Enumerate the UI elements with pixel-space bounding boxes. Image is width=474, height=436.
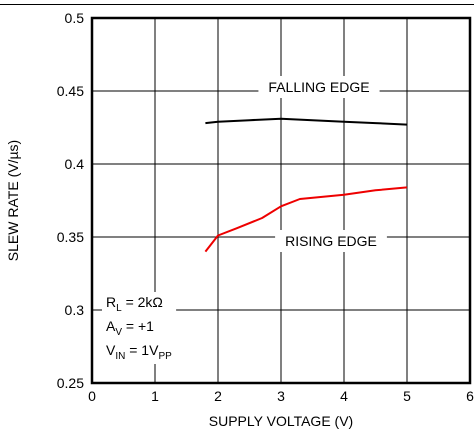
y-tick-label: 0.3 (65, 302, 85, 318)
falling-edge-label: FALLING EDGE (268, 79, 369, 95)
test-conditions: RL = 2kΩ AV = +1 VIN = 1VPP (106, 294, 172, 362)
condition-rl: RL = 2kΩ (106, 294, 163, 314)
series-lines (204, 117, 408, 253)
y-tick-label: 0.5 (65, 10, 85, 26)
y-tick-label: 0.35 (57, 229, 84, 245)
conditions-bg (102, 292, 177, 364)
falling-edge-label-bg (258, 76, 380, 98)
rising-edge-label-bg (275, 230, 387, 252)
y-tick-label: 0.25 (57, 375, 84, 391)
x-tick-label: 5 (403, 388, 411, 404)
x-tick-label: 2 (214, 388, 222, 404)
y-axis-title: SLEW RATE (V/µs) (5, 140, 21, 261)
x-tick-label: 6 (466, 388, 474, 404)
x-tick-label: 3 (277, 388, 285, 404)
x-tick-label: 4 (340, 388, 348, 404)
y-tick-label: 0.45 (57, 83, 84, 99)
x-axis-title: SUPPLY VOLTAGE (V) (209, 413, 353, 429)
tick-labels: 0 1 2 3 4 5 6 0.25 0.3 0.35 0.4 0.45 0.5 (57, 10, 474, 404)
condition-vin: VIN = 1VPP (106, 342, 172, 362)
rising-edge-label: RISING EDGE (285, 233, 377, 249)
series-line-rising-edge (204, 186, 408, 253)
plot-frame (90, 16, 472, 385)
y-tick-label: 0.4 (65, 156, 85, 172)
x-tick-label: 1 (151, 388, 159, 404)
x-tick-label: 0 (88, 388, 96, 404)
condition-av: AV = +1 (106, 318, 154, 338)
series-line-falling-edge (205, 117, 408, 126)
